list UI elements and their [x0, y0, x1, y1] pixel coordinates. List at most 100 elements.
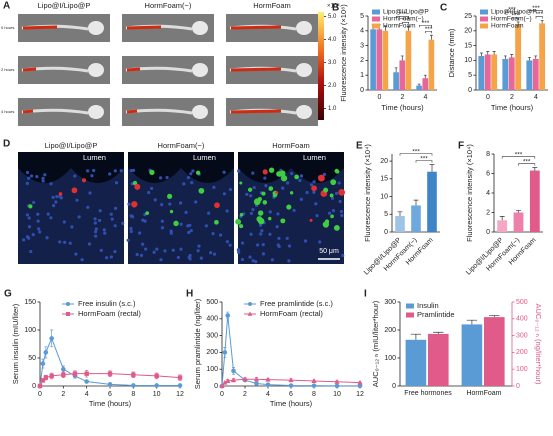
lumen-area [128, 152, 234, 183]
nucleus [114, 181, 119, 185]
nucleus [186, 224, 190, 228]
bar [428, 39, 435, 90]
nucleus [277, 244, 281, 249]
nucleus [25, 213, 30, 217]
nucleus [249, 211, 254, 216]
x-axis-title: Time (hours) [89, 399, 132, 408]
x-tick-label: 0 [486, 94, 490, 101]
nucleus [36, 212, 40, 216]
legend-label: Insulin [417, 301, 439, 310]
legend-marker [248, 302, 252, 306]
marker [219, 383, 225, 388]
y-tick-label: 0 [360, 87, 364, 94]
nucleus [46, 212, 50, 216]
nucleus [251, 208, 255, 212]
nucleus [312, 180, 316, 184]
marker [72, 371, 78, 376]
nucleus [38, 230, 42, 234]
nucleus [41, 179, 45, 183]
sig-label: *** [399, 11, 407, 18]
nucleus [25, 235, 30, 239]
marker [40, 361, 46, 366]
y-tick-label: 5 [384, 211, 388, 218]
nucleus [299, 174, 304, 178]
fluor-spot [262, 200, 268, 205]
fluor-spot [239, 181, 243, 185]
nucleus [287, 259, 291, 263]
nucleus [92, 168, 96, 173]
error-bar [540, 20, 544, 24]
y-axis-title: Fluorescence intensity (×10⁴) [363, 144, 372, 242]
y-tick-label: 2 [486, 209, 490, 216]
y-tick-label: 0 [384, 229, 388, 236]
legend-label: HormFoam [383, 23, 416, 30]
y2-tick-label: 0 [516, 383, 520, 390]
column-title: HormFoam [253, 1, 291, 10]
nucleus [298, 178, 302, 183]
nucleus [45, 236, 49, 240]
y-tick-label: 0 [468, 87, 472, 94]
row-label: 4 hours [1, 109, 14, 114]
bar [478, 55, 485, 90]
nucleus [237, 169, 241, 173]
nucleus [225, 240, 229, 244]
error-bar [413, 199, 419, 206]
nucleus [129, 226, 133, 231]
marker [253, 376, 260, 382]
error-bar [429, 34, 433, 40]
marker [61, 372, 66, 377]
marker [357, 383, 363, 389]
nucleus [305, 190, 309, 195]
sig-bracket [415, 160, 433, 163]
nucleus [87, 242, 92, 246]
nucleus [36, 219, 40, 223]
error-bar [499, 216, 505, 221]
nucleus [103, 231, 107, 235]
fluor-spot [268, 216, 272, 221]
nucleus [189, 229, 193, 233]
nucleus [119, 169, 123, 173]
y-tick-label: 5 [468, 72, 472, 79]
nucleus [141, 242, 145, 246]
sig-label: *** [412, 148, 420, 155]
nucleus [158, 176, 163, 180]
nucleus [190, 181, 194, 185]
nucleus [290, 171, 294, 176]
x-tick-label: 4 [534, 94, 538, 101]
fluor-spot [214, 202, 220, 209]
nucleus [27, 216, 31, 220]
nucleus [135, 252, 139, 257]
nucleus [268, 232, 272, 236]
sig-bracket [511, 17, 519, 20]
nucleus [330, 196, 335, 200]
fluor-spot [280, 175, 288, 182]
panel-label: B [332, 3, 339, 14]
nucleus [35, 174, 39, 179]
nucleus [281, 186, 285, 190]
marker [311, 383, 317, 388]
marker [61, 366, 66, 372]
cecum [296, 105, 312, 119]
legend-marker [66, 302, 70, 306]
y-tick-label: 15 [464, 42, 472, 49]
fluor-spot [333, 224, 340, 231]
y-tick-label: 3 [360, 42, 364, 49]
nucleus [176, 255, 180, 260]
colorbar-label: 1.0 [328, 106, 337, 112]
fluor-spot [71, 187, 78, 194]
fluor-spot [262, 169, 268, 175]
y-tick-label: 20 [464, 28, 472, 35]
bar [376, 29, 383, 90]
row-label: 0 hours [1, 25, 14, 30]
error-bar [492, 51, 496, 55]
y-tick-label: 150 [24, 299, 36, 306]
bar [529, 170, 540, 232]
sig-bracket [396, 16, 409, 19]
error-bar [479, 52, 483, 56]
y-tick-label: 2 [360, 57, 364, 64]
marker [40, 378, 46, 383]
nucleus [113, 169, 117, 173]
series-line [39, 337, 180, 387]
nucleus [98, 209, 102, 213]
